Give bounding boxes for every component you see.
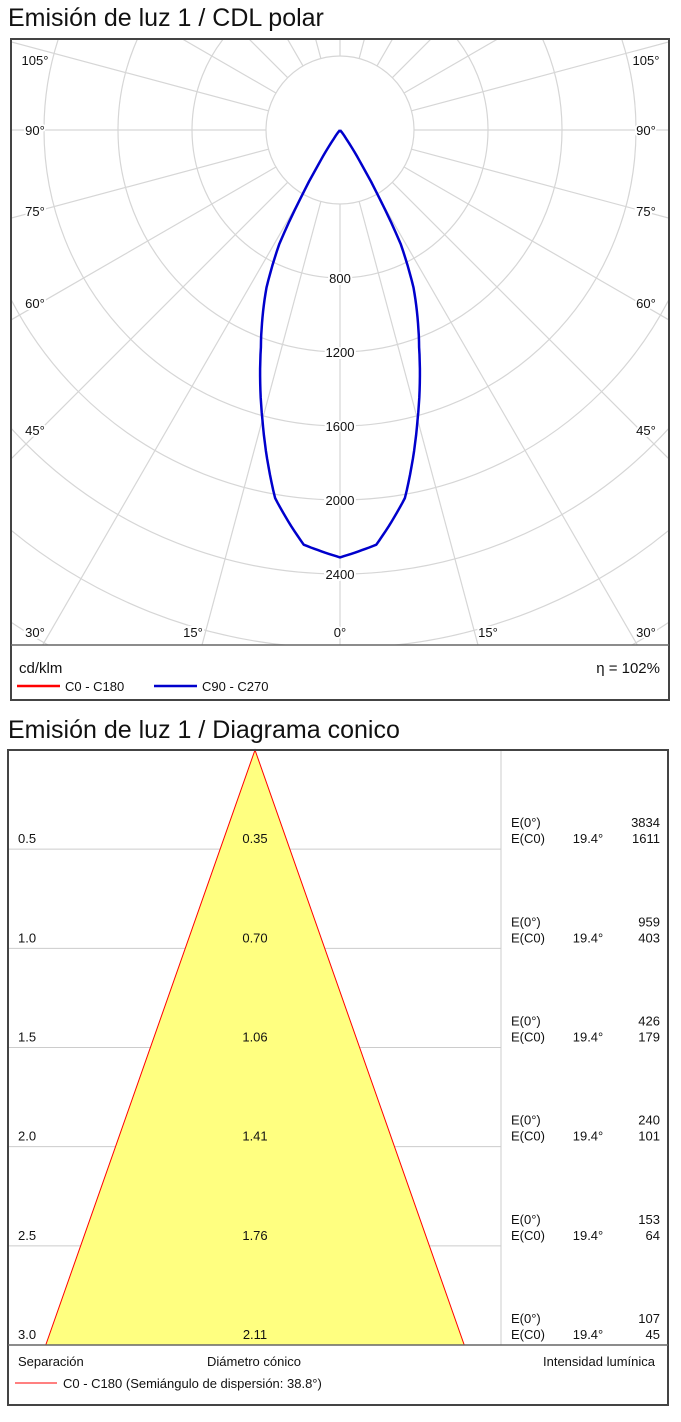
polar-spoke [41,193,304,645]
e0-value: 3834 [631,815,660,830]
cone-labels: 0.5 0.35 E(0°) 3834 E(C0) 19.4° 1611 1.0 0.70 E(0… [18,815,660,1342]
ec0-value: 1611 [632,831,660,846]
e0-value: 153 [638,1212,660,1227]
angle-label-left: 45° [25,423,45,438]
e0-value: 240 [638,1113,660,1128]
polar-spoke [12,166,277,321]
separation-label: Separación [18,1354,84,1369]
diameter-value: 0.70 [242,930,267,945]
radial-tick-label: 2000 [326,493,355,508]
polar-spoke [391,181,668,459]
angle-label-center: 0° [334,625,346,640]
polar-chart-title: Emisión de luz 1 / CDL polar [8,4,324,32]
cone-frame [7,749,669,1406]
polar-spoke [12,181,289,459]
diameter-value: 0.35 [242,831,267,846]
polar-spoke [12,41,269,112]
cone-legend-label: C0 - C180 (Semiángulo de dispersión: 38.… [63,1376,322,1391]
ec0-angle: 19.4° [573,831,604,846]
efficiency-label: η = 102% [596,660,660,677]
e0-value: 426 [638,1014,660,1029]
diameter-value: 1.06 [242,1030,267,1045]
ec0-label: E(C0) [511,1327,545,1342]
polar-spoke [411,148,668,219]
unit-label: cd/klm [19,660,62,677]
ec0-angle: 19.4° [573,1327,604,1342]
e0-value: 107 [638,1311,660,1326]
ec0-value: 403 [638,930,660,945]
diameter-label: Diámetro cónico [207,1354,301,1369]
distance-label: 2.5 [18,1228,36,1243]
e0-label: E(0°) [511,1311,541,1326]
ec0-label: E(C0) [511,831,545,846]
diameter-value: 2.11 [243,1327,267,1342]
ec0-angle: 19.4° [573,930,604,945]
ec0-value: 101 [638,1129,660,1144]
angle-label-right: 15° [478,625,498,640]
e0-value: 959 [638,914,660,929]
ec0-angle: 19.4° [573,1030,604,1045]
distance-label: 1.0 [18,930,36,945]
angle-label-right: 105° [633,53,660,68]
ec0-angle: 19.4° [573,1129,604,1144]
radial-tick-label: 2400 [326,567,355,582]
e0-label: E(0°) [511,1113,541,1128]
polar-frame [10,38,670,701]
polar-curve-c90-c270 [258,129,422,559]
ec0-value: 64 [646,1228,660,1243]
e0-label: E(0°) [511,1212,541,1227]
e0-label: E(0°) [511,1014,541,1029]
e0-label: E(0°) [511,815,541,830]
polar-spoke [12,148,269,219]
ec0-label: E(C0) [511,1228,545,1243]
angle-label-right: 75° [636,204,656,219]
angle-label-right: 90° [636,123,656,138]
e0-label: E(0°) [511,914,541,929]
angle-label-left: 15° [183,625,203,640]
diameter-value: 1.41 [242,1129,267,1144]
ec0-value: 45 [646,1327,660,1342]
legend-label-c0-c180: C0 - C180 [65,679,124,694]
angle-label-left: 90° [25,123,45,138]
polar-spoke [182,40,277,94]
angle-label-left: 60° [25,296,45,311]
angle-label-right: 60° [636,296,656,311]
polar-spoke [376,193,639,645]
ec0-label: E(C0) [511,930,545,945]
polar-spoke [358,201,479,645]
intensity-label: Intensidad lumínica [543,1354,656,1369]
distance-label: 1.5 [18,1030,36,1045]
diameter-value: 1.76 [242,1228,267,1243]
legend-label-c90-c270: C90 - C270 [202,679,268,694]
polar-spoke [201,201,322,645]
angle-label-left: 30° [25,625,45,640]
polar-spoke [403,40,498,94]
polar-labels: 105° 90° 75° 60° 45° 30° 15° 0° 15° 30° 45° 60° 75° 9… [20,51,662,642]
polar-curves [258,129,422,559]
polar-spoke [411,41,668,112]
polar-chart: 105° 90° 75° 60° 45° 30° 15° 0° 15° 30° 45° 60° 75° 9… [10,38,670,701]
radial-tick-label: 800 [329,271,351,286]
ec0-label: E(C0) [511,1030,545,1045]
angle-label-right: 45° [636,423,656,438]
distance-label: 2.0 [18,1129,36,1144]
ec0-label: E(C0) [511,1129,545,1144]
angle-label-left: 105° [22,53,49,68]
distance-label: 3.0 [18,1327,36,1342]
ec0-value: 179 [638,1030,660,1045]
angle-label-left: 75° [25,204,45,219]
radial-tick-label: 1200 [326,345,355,360]
polar-grid [12,40,668,645]
ec0-angle: 19.4° [573,1228,604,1243]
radial-tick-label: 1600 [326,419,355,434]
distance-label: 0.5 [18,831,36,846]
cone-chart: 0.5 0.35 E(0°) 3834 E(C0) 19.4° 1611 1.0 0.70 E(0… [7,748,669,1406]
angle-label-right: 30° [636,625,656,640]
polar-spoke [403,166,668,321]
cone-chart-title: Emisión de luz 1 / Diagrama conico [8,716,400,744]
